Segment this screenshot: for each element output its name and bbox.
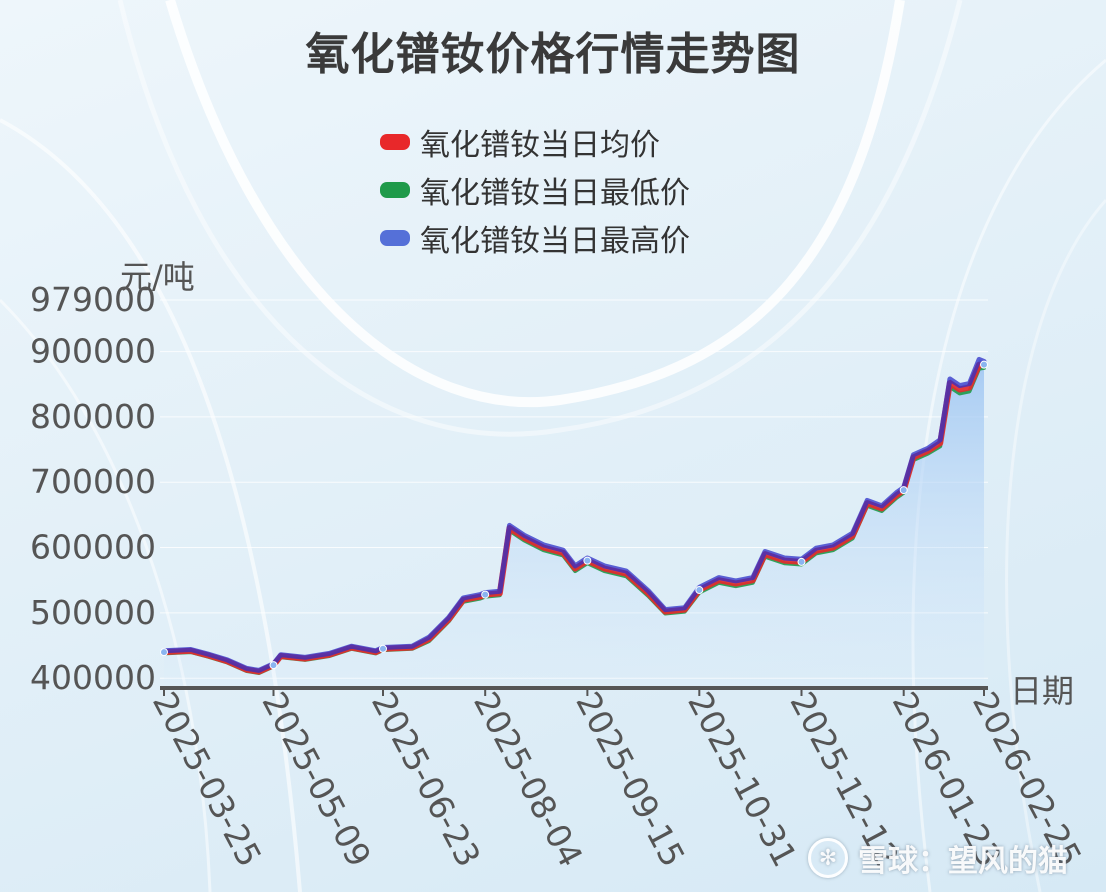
data-point-marker <box>583 556 592 565</box>
y-tick-label: 900000 <box>30 332 156 371</box>
data-point-marker <box>269 661 278 670</box>
data-point-marker <box>481 590 490 599</box>
legend-item-low[interactable]: 氧化镨钕当日最低价 <box>380 166 690 214</box>
legend-label-high: 氧化镨钕当日最高价 <box>420 224 690 259</box>
legend-label-avg: 氧化镨钕当日均价 <box>420 128 660 163</box>
y-axis-unit-label: 元/吨 <box>120 258 195 296</box>
data-point-marker <box>980 360 988 369</box>
data-point-marker <box>797 557 806 566</box>
x-tick-label: 2025-08-04 <box>466 685 590 873</box>
watermark: ✻ 雪球：望风的猫 <box>808 836 1068 880</box>
legend-label-low: 氧化镨钕当日最低价 <box>420 176 690 211</box>
snowball-logo-icon: ✻ <box>808 838 848 878</box>
x-tick-label: 2025-03-25 <box>145 685 269 873</box>
chart-title: 氧化镨钕价格行情走势图 <box>305 29 801 80</box>
y-tick-label: 800000 <box>30 397 156 436</box>
legend-swatch-high <box>380 230 410 246</box>
x-tick-label: 2025-06-23 <box>364 685 488 873</box>
y-tick-label: 700000 <box>30 462 156 501</box>
x-axis-label: 日期 <box>1010 672 1075 710</box>
data-point-marker <box>378 644 387 653</box>
chart-legend: 氧化镨钕当日均价 氧化镨钕当日最低价 氧化镨钕当日最高价 <box>380 118 690 262</box>
watermark-text: 雪球：望风的猫 <box>858 844 1068 879</box>
x-tick-label: 2025-10-31 <box>680 685 804 873</box>
data-point-marker <box>899 486 908 495</box>
data-point-marker <box>695 586 704 595</box>
y-tick-label: 979000 <box>30 280 156 319</box>
legend-swatch-low <box>380 182 410 198</box>
series-line-2 <box>161 356 987 673</box>
data-point-marker <box>160 648 168 657</box>
x-tick-label: 2025-09-15 <box>568 685 692 873</box>
y-tick-label: 600000 <box>30 528 156 567</box>
area-fill-high <box>164 359 984 688</box>
y-tick-label: 400000 <box>30 658 156 697</box>
x-tick-label: 2025-05-09 <box>254 685 378 873</box>
legend-swatch-avg <box>380 134 410 150</box>
legend-item-avg[interactable]: 氧化镨钕当日均价 <box>380 118 690 166</box>
legend-item-high[interactable]: 氧化镨钕当日最高价 <box>380 214 690 262</box>
y-tick-label: 500000 <box>30 593 156 632</box>
